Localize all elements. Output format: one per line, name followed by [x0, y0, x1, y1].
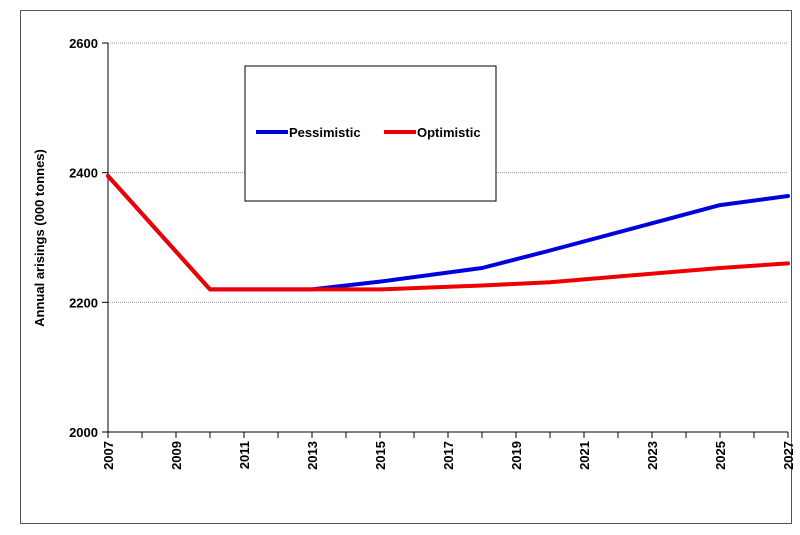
y-axis-label: Annual arisings (000 tonnes) — [32, 149, 47, 327]
y-ticks: 2000 2200 2400 2600 — [69, 36, 108, 440]
y-tick-label-2000: 2000 — [69, 425, 98, 440]
x-tick-label-2009: 2009 — [169, 441, 184, 470]
legend-label-pessimistic: Pessimistic — [289, 125, 361, 140]
series-lines — [106, 173, 790, 292]
series-line-optimistic — [106, 173, 790, 292]
chart-frame — [20, 10, 792, 524]
x-tick-label-2019: 2019 — [509, 441, 524, 470]
x-tick-label-2027: 2027 — [781, 441, 796, 470]
legend: Pessimistic Optimistic — [244, 65, 497, 202]
x-tick-label-2025: 2025 — [713, 441, 728, 470]
y-tick-label-2400: 2400 — [69, 166, 98, 181]
legend-label-optimistic: Optimistic — [417, 125, 481, 140]
x-tick-label-2023: 2023 — [645, 441, 660, 470]
x-tick-label-2015: 2015 — [373, 441, 388, 470]
x-tick-label-2011: 2011 — [237, 441, 252, 469]
x-tick-label-2017: 2017 — [441, 441, 456, 470]
x-tick-label-2007: 2007 — [101, 441, 116, 470]
x-tick-label-2021: 2021 — [577, 441, 592, 470]
y-tick-label-2600: 2600 — [69, 36, 98, 51]
y-tick-label-2200: 2200 — [69, 295, 98, 310]
x-tick-label-2013: 2013 — [305, 441, 320, 470]
x-ticks: 2007 2009 2011 2013 2015 2017 2019 2021 2023 2025… — [101, 432, 796, 470]
